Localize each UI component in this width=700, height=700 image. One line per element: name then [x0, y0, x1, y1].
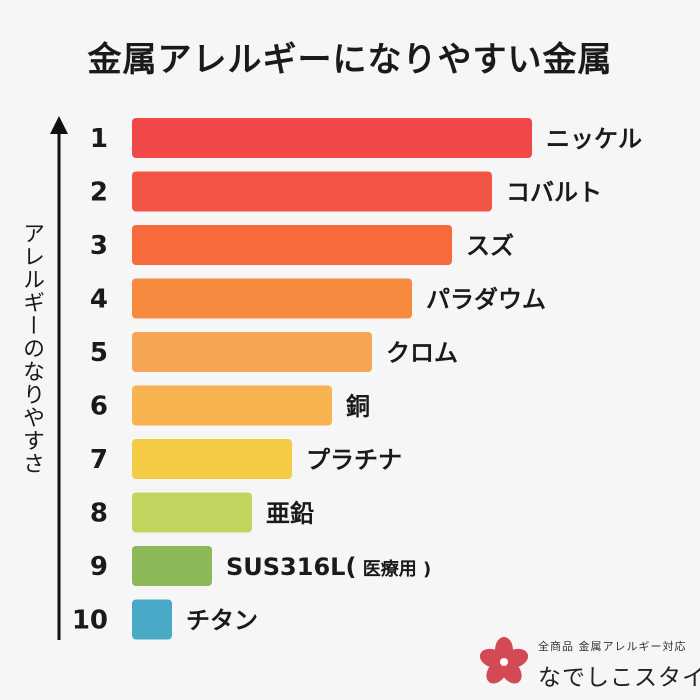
rank-label: 7	[90, 445, 108, 475]
category-label: チタン	[186, 607, 258, 635]
rank-label: 9	[90, 552, 108, 582]
bar	[132, 118, 532, 158]
rank-label: 4	[90, 285, 108, 315]
rank-label: 5	[90, 338, 108, 368]
category-label: ニッケル	[546, 125, 642, 153]
rank-label: 10	[72, 606, 108, 636]
bar	[132, 332, 372, 372]
rank-label: 3	[90, 231, 108, 261]
bar	[132, 278, 412, 319]
rank-label: 8	[90, 499, 108, 529]
flower-petal	[479, 648, 506, 668]
y-axis: アレルギーのなりやすさ	[0, 0, 130, 700]
nadeshiko-flower-icon	[479, 637, 529, 684]
category-label: コバルト	[506, 179, 602, 207]
bar	[132, 439, 292, 479]
rank-label: 6	[90, 392, 108, 422]
rank-label: 1	[90, 124, 108, 154]
category-label: パラダウム	[426, 286, 546, 314]
bar	[132, 599, 172, 640]
rank-label: 2	[90, 178, 108, 208]
logo-name: なでしこスタイル	[538, 665, 700, 691]
category-label: クロム	[386, 339, 458, 367]
chart-title: 金属アレルギーになりやすい金属	[87, 40, 613, 80]
category-label: 銅	[346, 393, 370, 421]
bar	[132, 385, 332, 426]
category-label: プラチナ	[306, 446, 402, 474]
bar	[132, 492, 252, 533]
y-axis-arrow	[50, 116, 68, 640]
brand-logo: 全商品 金属アレルギー対応 なでしこスタイル	[468, 630, 700, 700]
bar	[132, 171, 492, 212]
bar	[132, 546, 212, 586]
category-label: スズ	[466, 232, 514, 260]
logo-note: 全商品 金属アレルギー対応	[538, 640, 687, 653]
bar	[132, 225, 452, 265]
category-label: 亜鉛	[266, 500, 314, 528]
category-label: SUS316L( 医療用 )	[226, 553, 431, 581]
y-axis-label: アレルギーのなりやすさ	[19, 222, 44, 475]
